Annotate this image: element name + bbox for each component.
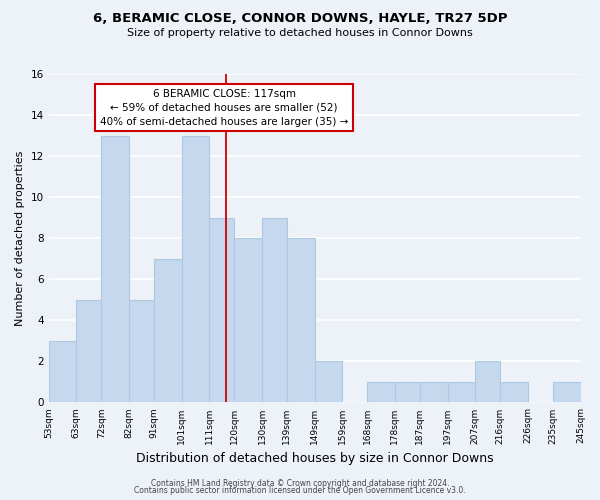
Bar [314,362,342,403]
Bar [500,382,528,402]
Bar [287,238,314,402]
Bar [553,382,581,402]
Bar [182,136,209,402]
Bar [367,382,395,402]
Bar [76,300,101,402]
Bar [49,341,76,402]
Bar [234,238,262,402]
Text: Contains public sector information licensed under the Open Government Licence v3: Contains public sector information licen… [134,486,466,495]
Bar [475,362,500,403]
Bar [420,382,448,402]
Y-axis label: Number of detached properties: Number of detached properties [15,150,25,326]
Bar [448,382,475,402]
Text: 6 BERAMIC CLOSE: 117sqm
← 59% of detached houses are smaller (52)
40% of semi-de: 6 BERAMIC CLOSE: 117sqm ← 59% of detache… [100,89,349,127]
Bar [395,382,420,402]
Text: Size of property relative to detached houses in Connor Downs: Size of property relative to detached ho… [127,28,473,38]
Bar [209,218,234,402]
Bar [154,258,182,402]
Text: 6, BERAMIC CLOSE, CONNOR DOWNS, HAYLE, TR27 5DP: 6, BERAMIC CLOSE, CONNOR DOWNS, HAYLE, T… [93,12,507,26]
Bar [129,300,154,402]
Bar [101,136,129,402]
Text: Contains HM Land Registry data © Crown copyright and database right 2024.: Contains HM Land Registry data © Crown c… [151,478,449,488]
X-axis label: Distribution of detached houses by size in Connor Downs: Distribution of detached houses by size … [136,452,493,465]
Bar [262,218,287,402]
